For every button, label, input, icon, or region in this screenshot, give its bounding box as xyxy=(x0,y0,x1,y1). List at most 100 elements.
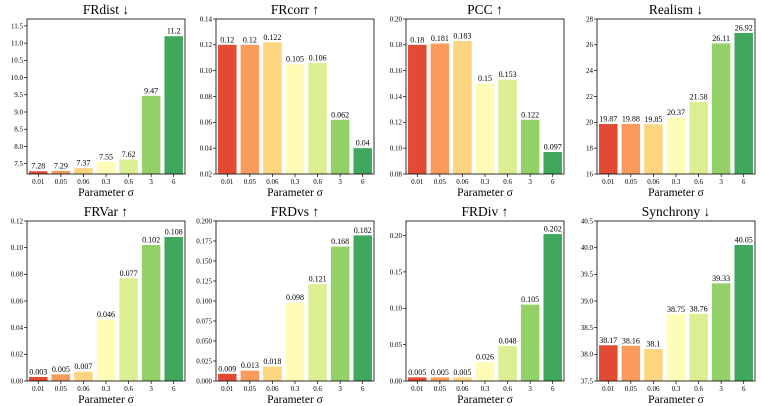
chart-panel-4: FRVar ↑0.0030.010.0050.050.0070.060.0460… xyxy=(11,204,186,406)
y-tick-label: 38.0 xyxy=(581,351,594,359)
data-label: 26.11 xyxy=(712,34,730,43)
bar xyxy=(164,36,183,174)
y-tick-label: 7.5 xyxy=(14,160,23,168)
bar xyxy=(734,245,753,381)
x-tick-label: 0.06 xyxy=(77,178,90,186)
data-label: 0.003 xyxy=(29,368,47,377)
x-tick-label: 0.3 xyxy=(102,178,111,186)
x-tick-label: 3 xyxy=(149,178,153,186)
bar xyxy=(689,101,708,174)
y-tick-label: 0.200 xyxy=(196,217,212,225)
y-tick-label: 0.12 xyxy=(11,217,24,225)
chart-panel-5: FRDvs ↑ 0.009 0.01 0.013 0.05 0.018 0.06 0.098 0… xyxy=(196,204,375,406)
bar xyxy=(96,319,116,381)
bar xyxy=(543,234,562,381)
y-tick-label: 0.16 xyxy=(390,67,403,75)
x-tick-label: 0.6 xyxy=(503,385,512,393)
y-tick-label: 0.04 xyxy=(200,145,213,153)
data-label: 20.37 xyxy=(667,108,685,117)
x-tick-label: 3 xyxy=(338,385,342,393)
data-label: 0.18 xyxy=(410,35,424,44)
data-label: 40.05 xyxy=(735,236,753,245)
y-tick-label: 22 xyxy=(586,93,594,101)
data-label: 0.122 xyxy=(263,33,281,42)
y-tick-label: 0.00 xyxy=(390,377,403,385)
data-label: 38.1 xyxy=(646,340,660,349)
x-tick-label: 3 xyxy=(719,385,723,393)
x-tick-label: 0.05 xyxy=(244,178,257,186)
bar xyxy=(308,284,327,381)
data-label: 0.098 xyxy=(286,293,304,302)
x-tick-label: 0.05 xyxy=(434,385,447,393)
data-label: 0.168 xyxy=(331,237,349,246)
x-tick-label: 0.05 xyxy=(55,178,68,186)
x-tick-label: 6 xyxy=(551,178,555,186)
y-tick-label: 0.12 xyxy=(390,119,403,127)
bar xyxy=(119,278,138,381)
data-label: 0.153 xyxy=(499,70,517,79)
data-label: 0.005 xyxy=(408,368,426,377)
bar xyxy=(599,124,618,174)
x-tick-label: 0.05 xyxy=(625,178,638,186)
data-label: 38.76 xyxy=(690,304,708,313)
bar xyxy=(520,304,540,381)
y-tick-label: 39.0 xyxy=(581,297,594,305)
data-label: 0.005 xyxy=(52,365,70,374)
y-tick-label: 0.150 xyxy=(196,257,212,265)
x-tick-label: 0.06 xyxy=(647,178,660,186)
y-tick-label: 0.08 xyxy=(200,93,213,101)
y-tick-label: 0.14 xyxy=(200,15,213,23)
bar xyxy=(263,42,282,174)
data-label: 0.102 xyxy=(142,236,160,245)
x-tick-label: 3 xyxy=(338,178,342,186)
chart-title: Realism ↓ xyxy=(649,2,703,17)
bar xyxy=(711,283,731,381)
y-tick-label: 26 xyxy=(586,41,594,49)
data-label: 0.106 xyxy=(309,53,327,62)
data-label: 0.007 xyxy=(74,362,92,371)
x-tick-label: 3 xyxy=(528,385,532,393)
bar xyxy=(543,152,562,174)
data-label: 0.018 xyxy=(263,357,281,366)
x-tick-label: 0.05 xyxy=(434,178,447,186)
data-label: 7.29 xyxy=(54,161,68,170)
bar xyxy=(430,43,450,174)
data-label: 7.28 xyxy=(31,162,45,171)
bar xyxy=(689,313,708,381)
x-tick-label: 0.01 xyxy=(411,178,424,186)
bar xyxy=(408,44,427,174)
y-tick-label: 0.02 xyxy=(11,351,24,359)
x-tick-label: 0.6 xyxy=(313,178,322,186)
x-axis-label: Parameter σ xyxy=(648,187,704,199)
x-axis-label: Parameter σ xyxy=(457,394,513,406)
x-tick-label: 0.3 xyxy=(291,178,300,186)
bar xyxy=(711,43,731,174)
bar xyxy=(141,245,161,381)
data-label: 0.183 xyxy=(453,31,471,40)
y-tick-label: 0.04 xyxy=(11,324,24,332)
x-tick-label: 0.6 xyxy=(124,178,133,186)
y-tick-label: 18 xyxy=(586,145,594,153)
plot-frame xyxy=(405,18,565,175)
y-tick-label: 0.06 xyxy=(11,297,24,305)
y-tick-label: 24 xyxy=(586,67,594,75)
bar xyxy=(308,62,327,174)
bar xyxy=(498,346,517,381)
x-tick-label: 6 xyxy=(172,385,176,393)
x-tick-label: 3 xyxy=(528,178,532,186)
data-label: 0.121 xyxy=(309,275,327,284)
x-tick-label: 0.01 xyxy=(411,385,424,393)
y-tick-label: 11.5 xyxy=(11,22,23,30)
y-tick-label: 0.025 xyxy=(196,357,212,365)
bar xyxy=(520,119,540,174)
bar xyxy=(353,235,372,381)
data-label: 21.58 xyxy=(690,92,708,101)
bar xyxy=(74,168,93,174)
plot-frame xyxy=(215,220,375,382)
bar xyxy=(475,83,495,174)
x-tick-label: 0.05 xyxy=(55,385,68,393)
y-tick-label: 0.100 xyxy=(196,297,212,305)
bar xyxy=(29,377,48,381)
y-tick-label: 0.10 xyxy=(390,305,403,313)
y-tick-label: 40.5 xyxy=(581,217,594,225)
